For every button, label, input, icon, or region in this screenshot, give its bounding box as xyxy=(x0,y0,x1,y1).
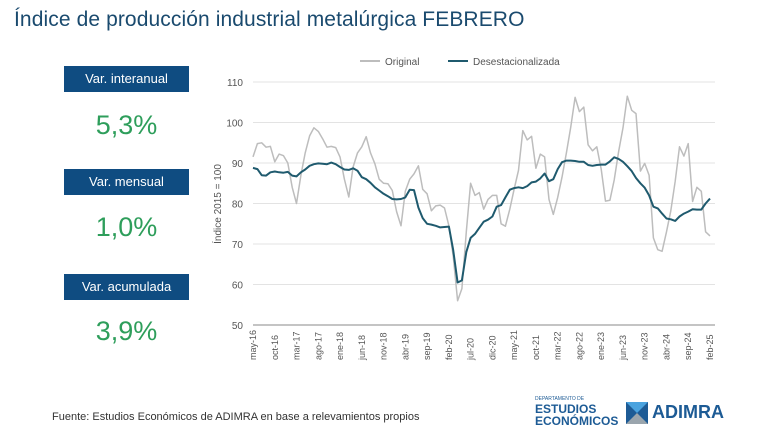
x-tick-label: ago-22 xyxy=(574,332,584,360)
logo-dept-line1: ESTUDIOS xyxy=(535,402,597,416)
logo-dept-small: DEPARTAMENTO DE xyxy=(535,396,585,402)
estudios-economicos-logo: DEPARTAMENTO DE ESTUDIOS ECONÓMICOS xyxy=(535,396,618,427)
x-tick-label: nov-18 xyxy=(379,332,389,360)
y-tick-label: 100 xyxy=(226,119,243,130)
x-tick-label: ene-23 xyxy=(596,332,606,360)
kpi-label-acumulada: Var. acumulada xyxy=(64,274,189,300)
logo-dept-line2: ECONÓMICOS xyxy=(535,414,619,428)
source-footer: Fuente: Estudios Económicos de ADIMRA en… xyxy=(52,411,420,423)
kpi-value-mensual: 1,0% xyxy=(95,212,158,242)
y-tick-label: 70 xyxy=(232,240,244,251)
kpi-label-mensual: Var. mensual xyxy=(64,169,189,195)
page-title: Índice de producción industrial metalúrg… xyxy=(14,8,525,31)
x-tick-label: oct-21 xyxy=(531,335,541,360)
adimra-logo-text: ADIMRA xyxy=(652,402,724,422)
x-tick-label: abr-24 xyxy=(661,334,671,360)
x-tick-label: ago-17 xyxy=(313,332,323,360)
x-tick-label: jun-23 xyxy=(618,335,628,361)
series-line-original xyxy=(252,95,711,302)
x-tick-label: sep-19 xyxy=(422,332,432,360)
x-tick-label: nov-23 xyxy=(640,332,650,360)
y-tick-label: 50 xyxy=(232,321,244,332)
y-tick-label: 90 xyxy=(232,159,244,170)
y-tick-label: 80 xyxy=(232,200,244,211)
x-tick-label: ene-18 xyxy=(335,332,345,360)
x-tick-label: jul-20 xyxy=(466,338,476,361)
x-tick-label: sep-24 xyxy=(683,332,693,360)
adimra-logo-icon xyxy=(626,402,648,424)
y-tick-label: 110 xyxy=(227,78,243,89)
x-tick-label: mar-22 xyxy=(553,331,563,360)
kpi-value-interanual: 5,3% xyxy=(95,110,158,140)
legend-label-desestacionalizada: Desestacionalizada xyxy=(473,57,560,68)
y-tick-label: 60 xyxy=(232,281,244,292)
x-tick-label: dic-20 xyxy=(487,335,497,360)
x-tick-label: oct-16 xyxy=(270,335,280,360)
kpi-label-interanual: Var. interanual xyxy=(64,66,189,92)
x-tick-label: feb-20 xyxy=(444,334,454,360)
x-tick-label: may-16 xyxy=(248,330,258,360)
kpi-value-acumulada: 3,9% xyxy=(95,316,158,346)
y-axis-label: Índice 2015 = 100 xyxy=(211,164,224,244)
legend-label-original: Original xyxy=(385,57,419,68)
x-tick-label: mar-17 xyxy=(292,331,302,360)
x-tick-label: jun-18 xyxy=(357,335,367,361)
x-tick-label: abr-19 xyxy=(400,334,410,360)
x-tick-label: may-21 xyxy=(509,330,519,360)
series-line-desestacionalizada xyxy=(252,156,711,284)
x-tick-label: feb-25 xyxy=(705,334,715,360)
